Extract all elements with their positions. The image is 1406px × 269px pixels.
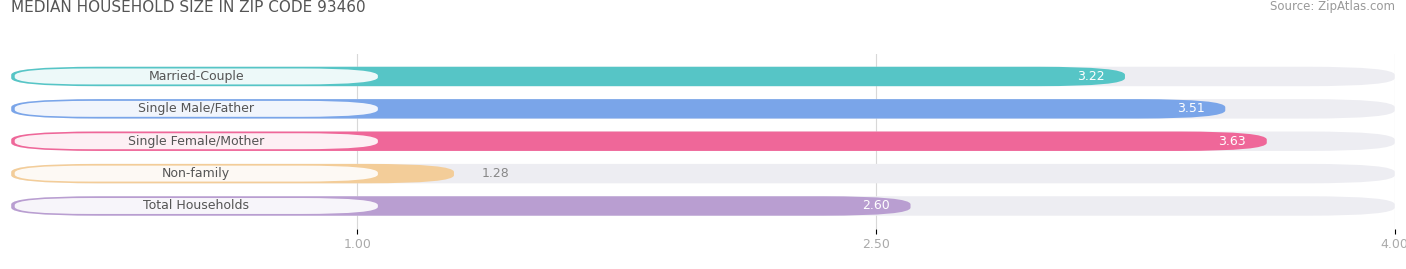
Text: 3.22: 3.22 [1077,70,1104,83]
FancyBboxPatch shape [11,164,1395,183]
FancyBboxPatch shape [11,164,454,183]
FancyBboxPatch shape [14,101,378,117]
FancyBboxPatch shape [11,132,1267,151]
FancyBboxPatch shape [11,67,1125,86]
FancyBboxPatch shape [14,133,378,149]
FancyBboxPatch shape [11,132,1395,151]
FancyBboxPatch shape [14,166,378,182]
Text: Non-family: Non-family [162,167,231,180]
Text: Single Male/Father: Single Male/Father [138,102,254,115]
FancyBboxPatch shape [11,99,1225,119]
Text: 2.60: 2.60 [862,200,890,213]
FancyBboxPatch shape [14,69,378,84]
FancyBboxPatch shape [11,67,1395,86]
FancyBboxPatch shape [11,196,911,216]
Text: Total Households: Total Households [143,200,249,213]
Text: 3.51: 3.51 [1177,102,1205,115]
Text: 1.28: 1.28 [482,167,509,180]
FancyBboxPatch shape [11,99,1395,119]
Text: 3.63: 3.63 [1219,135,1246,148]
Text: Source: ZipAtlas.com: Source: ZipAtlas.com [1270,0,1395,13]
FancyBboxPatch shape [11,196,1395,216]
Text: Married-Couple: Married-Couple [149,70,245,83]
Text: MEDIAN HOUSEHOLD SIZE IN ZIP CODE 93460: MEDIAN HOUSEHOLD SIZE IN ZIP CODE 93460 [11,0,366,15]
FancyBboxPatch shape [14,198,378,214]
Text: Single Female/Mother: Single Female/Mother [128,135,264,148]
